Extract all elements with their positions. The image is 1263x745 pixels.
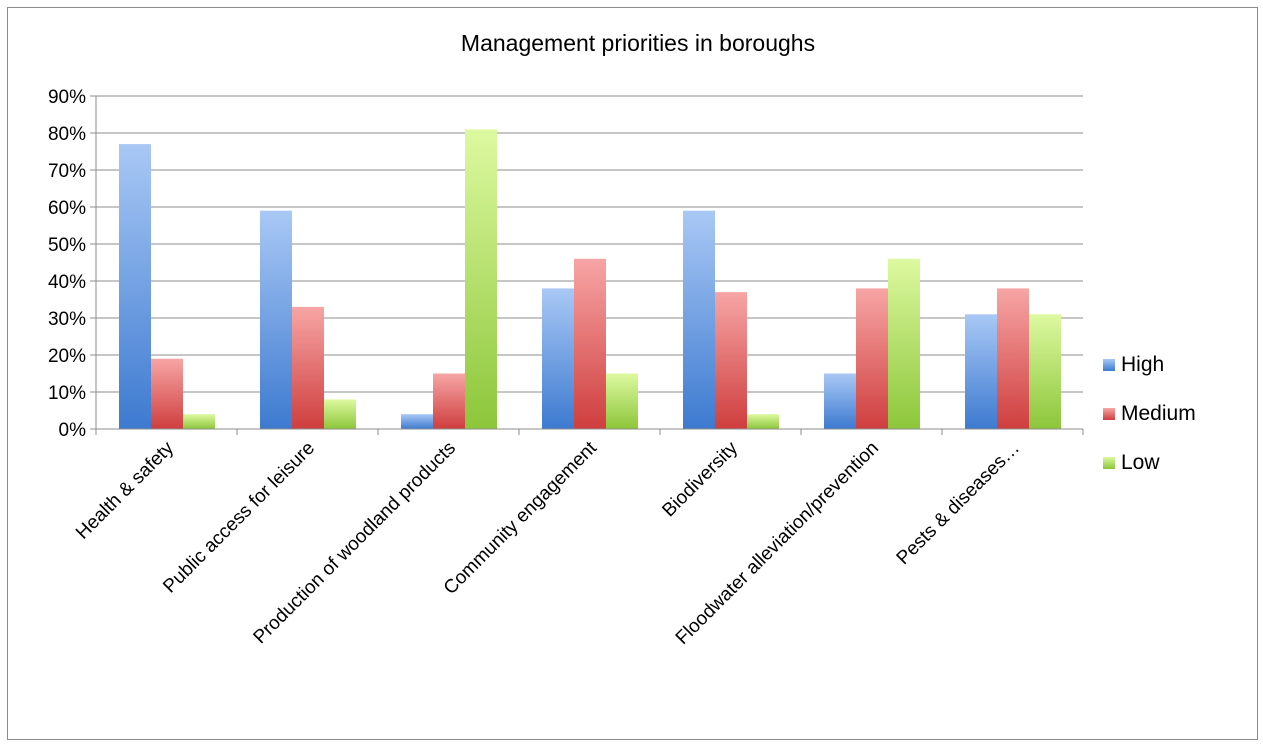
legend-item-low: Low — [1103, 438, 1196, 487]
bar-medium — [856, 288, 888, 429]
bar-medium — [433, 373, 465, 429]
y-tick-label: 70% — [48, 161, 86, 182]
y-tick-label: 20% — [48, 346, 86, 367]
bar-low — [606, 373, 638, 429]
y-tick-label: 60% — [48, 198, 86, 219]
bar-high — [683, 210, 715, 429]
bar-high — [965, 314, 997, 429]
bar-high — [542, 288, 574, 429]
y-tick-label: 30% — [48, 309, 86, 330]
bar-high — [824, 373, 856, 429]
legend-swatch — [1103, 407, 1115, 420]
bar-medium — [574, 258, 606, 429]
legend-swatch — [1103, 456, 1115, 469]
x-category-label: Pests & diseases… — [893, 438, 1024, 569]
legend-label: High — [1121, 352, 1165, 376]
legend-item-medium: Medium — [1103, 389, 1196, 438]
bar-high — [119, 144, 151, 429]
bar-low — [747, 414, 779, 429]
x-category-label: Community engagement — [440, 437, 602, 599]
y-tick-label: 50% — [48, 235, 86, 256]
bar-low — [465, 129, 497, 430]
y-tick-label: 0% — [59, 420, 87, 441]
bar-low — [1029, 314, 1061, 429]
bar-high — [401, 414, 433, 429]
legend-item-high: High — [1103, 340, 1196, 389]
x-category-label: Biodiversity — [658, 437, 742, 521]
bar-medium — [715, 292, 747, 429]
y-tick-label: 10% — [48, 383, 86, 404]
y-tick-label: 80% — [48, 124, 86, 145]
y-tick-label: 90% — [48, 87, 86, 108]
bar-medium — [292, 306, 324, 429]
legend: High Medium Low — [1103, 340, 1196, 487]
y-tick-label: 40% — [48, 272, 86, 293]
x-category-label: Health & safety — [72, 437, 178, 543]
bar-low — [324, 399, 356, 429]
legend-label: Medium — [1121, 401, 1196, 425]
bar-low — [888, 258, 920, 429]
legend-label: Low — [1121, 450, 1160, 474]
x-category-label: Public access for leisure — [159, 438, 319, 598]
chart-title: Management priorities in boroughs — [460, 30, 816, 56]
bar-low — [183, 414, 215, 429]
bar-medium — [997, 288, 1029, 429]
bar-high — [260, 210, 292, 429]
legend-swatch — [1103, 358, 1115, 371]
bar-medium — [151, 358, 183, 429]
